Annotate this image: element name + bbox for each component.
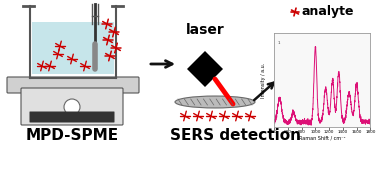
Ellipse shape <box>175 96 255 108</box>
Circle shape <box>64 99 80 115</box>
Text: MPD-SPME: MPD-SPME <box>25 129 119 144</box>
Text: 1: 1 <box>278 41 280 45</box>
FancyBboxPatch shape <box>7 77 139 93</box>
FancyBboxPatch shape <box>29 112 115 122</box>
Y-axis label: Intensity / a.u.: Intensity / a.u. <box>261 62 266 98</box>
Text: analyte: analyte <box>302 6 355 18</box>
Text: laser: laser <box>186 23 225 37</box>
Text: SERS detection: SERS detection <box>169 129 301 144</box>
FancyBboxPatch shape <box>32 22 114 74</box>
Polygon shape <box>187 51 223 87</box>
X-axis label: Raman Shift / cm⁻¹: Raman Shift / cm⁻¹ <box>299 136 345 141</box>
FancyBboxPatch shape <box>21 88 123 125</box>
